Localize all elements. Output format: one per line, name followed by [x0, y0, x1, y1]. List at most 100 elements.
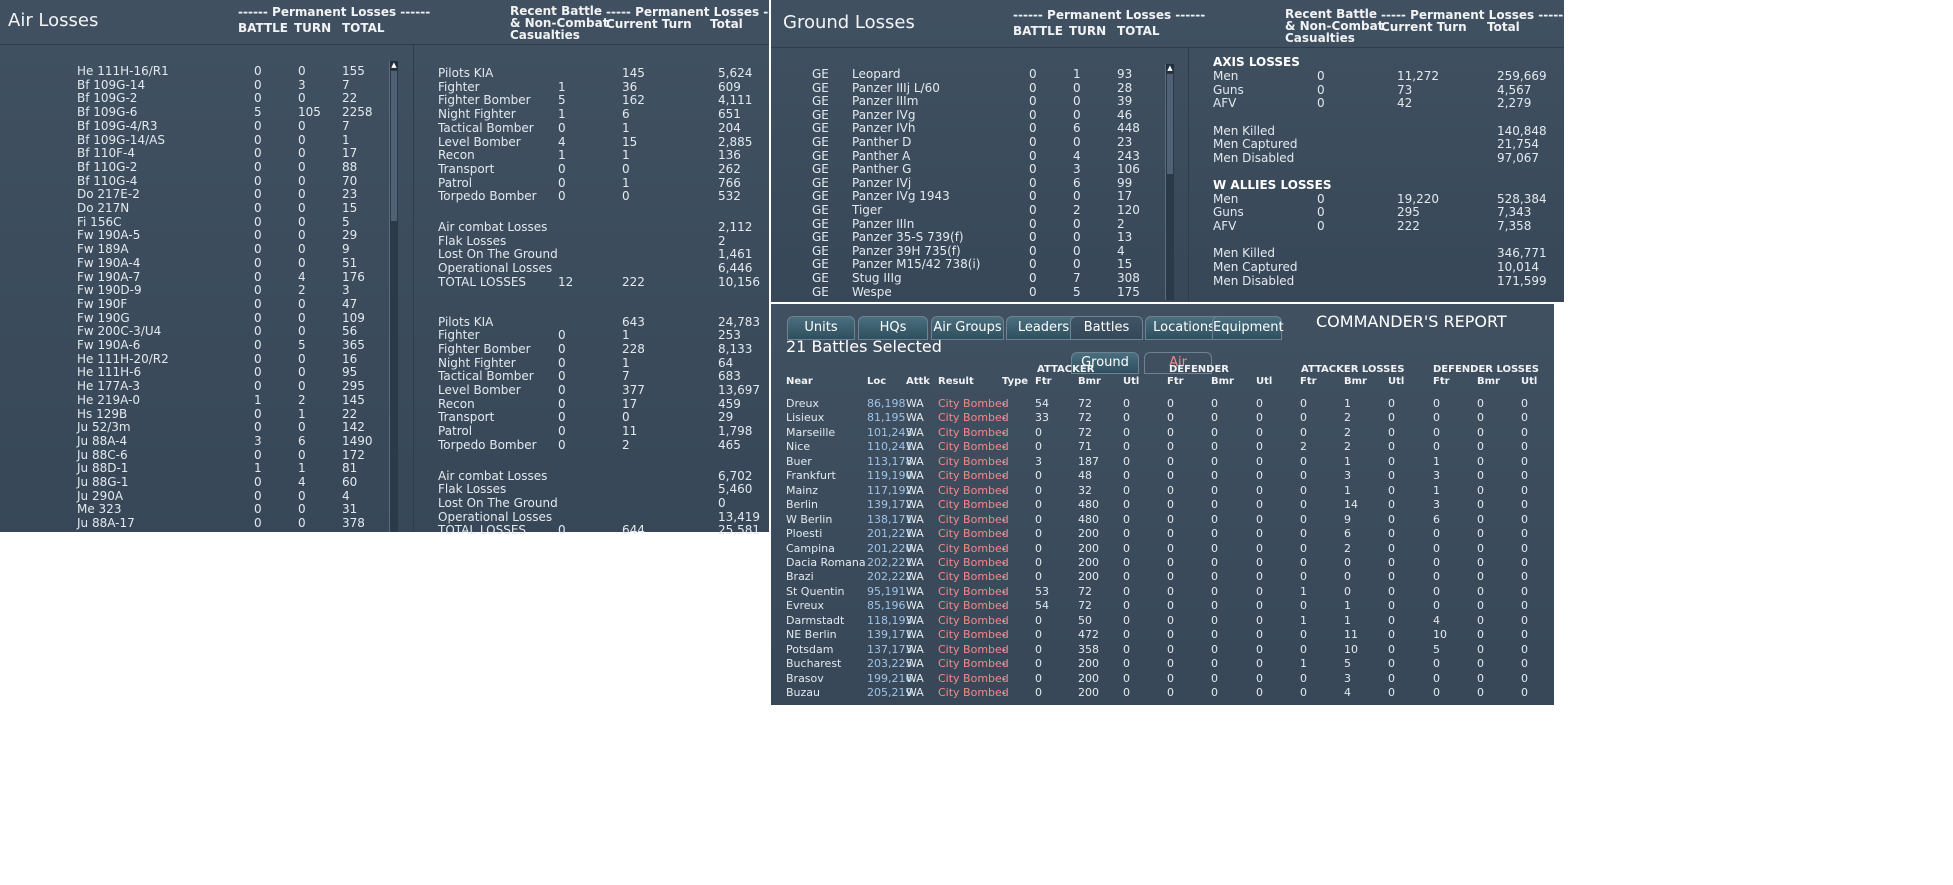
aircraft-row[interactable]: Fw 190A-7 0 4 176	[0, 270, 400, 287]
tab-air-groups[interactable]: Air Groups	[931, 316, 1004, 340]
battle-row[interactable]: Dreux 86,198 WA City Bombed - 54 72 0 0 0 0 0 1 0 0 0 0	[771, 397, 1554, 415]
aircraft-row[interactable]: Bf 110G-2 0 0 88	[0, 160, 400, 177]
total-count: 172	[342, 447, 365, 462]
aircraft-row[interactable]: Ju 88A-4 3 6 1490	[0, 434, 400, 451]
battle-row[interactable]: Brazi 202,222 WA City Bombed - 0 200 0 0 0 0 0 0 0 0 0 0	[771, 570, 1554, 588]
battle-row[interactable]: NE Berlin 139,171 WA City Bombed - 0 472 0 0 0 0 0 1…	[771, 628, 1554, 646]
battle-row[interactable]: Nice 110,241 WA City Bombed - 0 71 0 0 0 0 2 2 0 0 0 0	[771, 440, 1554, 458]
battle-row[interactable]: Buer 113,178 WA City Bombed - 3 187 0 0 0 0 0 1 0 1 0 0	[771, 455, 1554, 473]
battle-row[interactable]: Darmstadt 118,193 WA City Bombed - 0 50 0 0 0 0 1 1 0…	[771, 614, 1554, 632]
aircraft-row[interactable]: Fi 156C 0 0 5	[0, 215, 400, 232]
ground-scroll-thumb[interactable]	[1167, 74, 1173, 174]
aircraft-row[interactable]: Fw 200C-3/U4 0 0 56	[0, 324, 400, 341]
ground-types-scrollbar[interactable]: ▲	[1165, 64, 1174, 300]
battle-row[interactable]: Marseille 101,243 WA City Bombed - 0 72 0 0 0 0 0 2 0…	[771, 426, 1554, 444]
equipment-row[interactable]: GE Panther G 0 3 106	[771, 162, 1171, 179]
scroll-thumb[interactable]	[391, 71, 397, 221]
aircraft-row[interactable]: Fw 190G 0 0 109	[0, 311, 400, 328]
battle-cell: 2	[1344, 411, 1351, 425]
subtab-ground[interactable]: Ground	[1071, 352, 1139, 374]
battle-row[interactable]: Berlin 139,172 WA City Bombed - 0 480 0 0 0 0 0 14 0 3…	[771, 498, 1554, 516]
aircraft-row[interactable]: He 219A-0 1 2 145	[0, 393, 400, 410]
aircraft-row[interactable]: Me 323 0 0 31	[0, 502, 400, 519]
aircraft-row[interactable]: Bf 109G-14 0 3 7	[0, 78, 400, 95]
tab-leaders[interactable]: Leaders	[1006, 316, 1081, 340]
tab-units[interactable]: Units	[787, 316, 855, 340]
battle-row[interactable]: Bucharest 203,225 WA City Bombed - 0 200 0 0 0 0 1 5…	[771, 657, 1554, 675]
battle-cell: 0	[1123, 570, 1130, 584]
current-turn-count: 0	[622, 410, 630, 425]
aircraft-row[interactable]: Bf 110F-4 0 0 17	[0, 146, 400, 163]
aircraft-row[interactable]: Bf 109G-4/R3 0 0 7	[0, 119, 400, 136]
battle-row[interactable]: Lisieux 81,195 WA City Bombed - 33 72 0 0 0 0 0 2 0 0 0…	[771, 411, 1554, 429]
equipment-row[interactable]: GE Panzer IVh 0 6 448	[771, 121, 1171, 138]
aircraft-row[interactable]: Bf 109G-6 5 105 2258	[0, 105, 400, 122]
equipment-row[interactable]: GE Panzer IVj 0 6 99	[771, 176, 1171, 193]
battle-row[interactable]: Brasov 199,216 WA City Bombed - 0 200 0 0 0 0 0 3 0 0 0…	[771, 672, 1554, 690]
aircraft-row[interactable]: Ju 290A 0 0 4	[0, 489, 400, 506]
battle-near: Buzau	[786, 686, 821, 699]
aircraft-row[interactable]: Bf 109G-14/AS 0 0 1	[0, 133, 400, 150]
equipment-row[interactable]: GE Panther A 0 4 243	[771, 149, 1171, 166]
equipment-row[interactable]: GE Tiger 0 2 120	[771, 203, 1171, 220]
aircraft-row[interactable]: He 111H-20/R2 0 0 16	[0, 352, 400, 369]
aircraft-row[interactable]: Fw 189A 0 0 9	[0, 242, 400, 259]
battle-cell: 0	[1300, 555, 1307, 569]
tab-hqs[interactable]: HQs	[858, 316, 928, 340]
aircraft-row[interactable]: He 111H-16/R1 0 0 155	[0, 64, 400, 81]
aircraft-row[interactable]: He 177A-3 0 0 295	[0, 379, 400, 396]
aircraft-row[interactable]: Hs 129B 0 1 22	[0, 407, 400, 424]
subtab-air[interactable]: Air	[1144, 352, 1212, 374]
aircraft-row[interactable]: Ju 52/3m 0 0 142	[0, 420, 400, 437]
equipment-row[interactable]: GE Panzer M15/42 738(i) 0 0 15	[771, 257, 1171, 274]
aircraft-row[interactable]: Do 217N 0 0 15	[0, 201, 400, 218]
aircraft-row[interactable]: Bf 109G-2 0 0 22	[0, 91, 400, 108]
aircraft-row[interactable]: Ju 88G-1 0 4 60	[0, 475, 400, 492]
equipment-row[interactable]: GE Leopard 0 1 93	[771, 67, 1171, 84]
equipment-row[interactable]: GE Panzer IIIm 0 0 39	[771, 94, 1171, 111]
aircraft-row[interactable]: He 111H-6 0 0 95	[0, 365, 400, 382]
battle-cell: 0	[1167, 411, 1174, 425]
equipment-row[interactable]: GE Wespe 0 5 175	[771, 285, 1171, 302]
ground-scroll-up-icon[interactable]: ▲	[1166, 64, 1174, 73]
battle-row[interactable]: Evreux 85,196 WA City Bombed - 54 72 0 0 0 0 0 1 0 0 0 0	[771, 599, 1554, 617]
aircraft-row[interactable]: Fw 190D-9 0 2 3	[0, 283, 400, 300]
aircraft-row[interactable]: Ju 88A-17 0 0 378	[0, 516, 400, 533]
equipment-row[interactable]: GE Panther D 0 0 23	[771, 135, 1171, 152]
equipment-row[interactable]: GE Panzer IVg 0 0 46	[771, 108, 1171, 125]
aircraft-row[interactable]: Bf 110G-4 0 0 70	[0, 174, 400, 191]
aircraft-row[interactable]: Do 217E-2 0 0 23	[0, 187, 400, 204]
equipment-row[interactable]: GE Panzer IIIn 0 0 2	[771, 217, 1171, 234]
aircraft-row[interactable]: Fw 190A-5 0 0 29	[0, 228, 400, 245]
aircraft-row[interactable]: Fw 190A-4 0 0 51	[0, 256, 400, 273]
battle-row[interactable]: Dacia Romana 202,221 WA City Bombed - 0 200 0 0 0…	[771, 556, 1554, 574]
battle-row[interactable]: St Quentin 95,191 WA City Bombed - 53 72 0 0 0 0 1 0…	[771, 585, 1554, 603]
battle-row[interactable]: Mainz 117,192 WA City Bombed - 0 32 0 0 0 0 0 1 0 1 0 0	[771, 484, 1554, 502]
battle-location: 201,220	[867, 541, 913, 555]
aircraft-name: He 111H-6	[77, 365, 142, 380]
aircraft-row[interactable]: Ju 88C-6 0 0 172	[0, 448, 400, 465]
battle-location: 117,192	[867, 483, 913, 497]
equipment-row[interactable]: GE Panzer IIIj L/60 0 0 28	[771, 81, 1171, 98]
tab-locations[interactable]: Locations	[1145, 316, 1223, 340]
equipment-row[interactable]: GE Panzer IVg 1943 0 0 17	[771, 189, 1171, 206]
air-types-scrollbar[interactable]: ▲	[389, 61, 398, 532]
aircraft-row[interactable]: Fw 190A-6 0 5 365	[0, 338, 400, 355]
turn-count: 0	[298, 118, 306, 133]
battle-row[interactable]: Ploesti 201,221 WA City Bombed - 0 200 0 0 0 0 0 6 0 0…	[771, 527, 1554, 545]
ground-loss-row: Men 0 19,220 528,384	[1211, 192, 1564, 209]
battle-row[interactable]: W Berlin 138,171 WA City Bombed - 0 480 0 0 0 0 0 9 0…	[771, 513, 1554, 531]
equipment-row[interactable]: GE Stug IIIg 0 7 308	[771, 271, 1171, 288]
battle-row[interactable]: Potsdam 137,173 WA City Bombed - 0 358 0 0 0 0 0 10 0…	[771, 643, 1554, 661]
tab-battles[interactable]: Battles	[1070, 316, 1143, 340]
scroll-up-icon[interactable]: ▲	[390, 61, 398, 70]
battle-location: 119,190	[867, 469, 913, 483]
equipment-row[interactable]: GE Panzer 39H 735(f) 0 0 4	[771, 244, 1171, 261]
aircraft-row[interactable]: Ju 88D-1 1 1 81	[0, 461, 400, 478]
equipment-row[interactable]: GE Panzer 35-S 739(f) 0 0 13	[771, 230, 1171, 247]
tab-equipment[interactable]: Equipment	[1212, 316, 1284, 340]
battle-row[interactable]: Buzau 205,219 WA City Bombed - 0 200 0 0 0 0 0 4 0 0 0 0	[771, 686, 1554, 704]
battle-row[interactable]: Campina 201,220 WA City Bombed -0 200 0 0 0 0 0 2 0 0…	[771, 542, 1554, 560]
aircraft-row[interactable]: Fw 190F 0 0 47	[0, 297, 400, 314]
battle-row[interactable]: Frankfurt 119,190 WA City Bombed - 0 48 0 0 0 0 0 3 0…	[771, 469, 1554, 487]
